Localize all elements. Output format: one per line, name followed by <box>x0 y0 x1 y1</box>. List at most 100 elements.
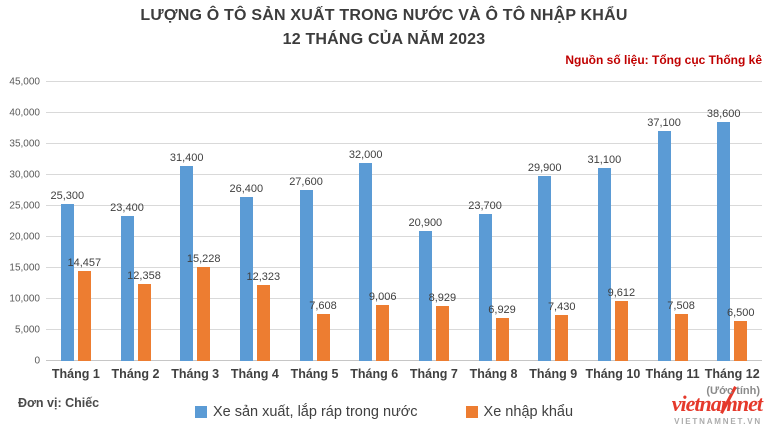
bar-value-label: 23,400 <box>110 201 144 214</box>
y-tick-label: 0 <box>34 355 40 367</box>
bar-domestic: 20,900 <box>409 217 442 361</box>
bar-value-label: 23,700 <box>468 200 502 213</box>
data-source-note: Nguồn số liệu: Tổng cục Thống kê <box>565 53 762 67</box>
month-group: 26,400 12,323 <box>225 82 285 361</box>
bar-domestic: 27,600 <box>289 176 323 361</box>
y-tick-label: 5,000 <box>14 324 40 336</box>
bar-imported: 6,500 <box>727 307 754 361</box>
legend-item-imported: Xe nhập khẩu <box>465 404 574 420</box>
x-tick-label: Tháng 6 <box>350 367 399 381</box>
bar-imported: 12,323 <box>247 271 280 361</box>
x-axis: Tháng 1 Tháng 2 Tháng 3 Tháng 4 Tháng 5 Tháng… <box>46 367 762 381</box>
bar-domestic: 23,700 <box>468 200 502 361</box>
bar-value-label: 14,457 <box>67 257 102 270</box>
x-tick-label: Tháng 12 <box>704 367 760 381</box>
bar-domestic: 23,400 <box>110 202 144 361</box>
gridline <box>46 236 762 237</box>
legend-swatch-icon <box>194 406 207 418</box>
bar-value-label: 32,000 <box>348 148 383 161</box>
x-tick-label: Tháng 7 <box>409 367 458 381</box>
month-group: 32,000 9,006 <box>344 82 404 361</box>
bar-value-label: 7,508 <box>667 300 695 313</box>
gridline <box>46 329 762 330</box>
x-tick-label: Tháng 3 <box>171 367 220 381</box>
legend: Xe sản xuất, lắp ráp trong nước Xe nhập k… <box>0 404 768 420</box>
watermark: (Ước tính) vietnamnet VIETNAMNET.VN <box>624 385 764 426</box>
bar-domestic: 32,000 <box>349 149 383 361</box>
month-group: 20,900 8,929 <box>404 82 464 361</box>
gridline <box>46 112 762 113</box>
gridline <box>46 174 762 175</box>
y-tick-label: 25,000 <box>9 200 40 212</box>
x-tick-label: Tháng 2 <box>111 367 160 381</box>
bar-value-label: 7,430 <box>547 300 576 313</box>
bar-imported: 9,612 <box>608 287 635 361</box>
x-tick-label: Tháng 10 <box>585 367 641 381</box>
bar-value-label: 12,358 <box>127 270 161 283</box>
vietnamnet-logo: vietnamnet VIETNAMNET.VN <box>624 386 764 426</box>
bar-value-label: 9,612 <box>607 287 636 300</box>
bar-imported: 7,508 <box>667 300 695 361</box>
legend-item-domestic: Xe sản xuất, lắp ráp trong nước <box>194 404 418 420</box>
bar-value-label: 7,608 <box>309 299 337 312</box>
bar-value-label: 27,600 <box>289 175 323 188</box>
bar-domestic: 31,400 <box>170 152 204 361</box>
y-tick-label: 45,000 <box>9 76 40 88</box>
y-tick-label: 30,000 <box>9 169 40 181</box>
bar-imported: 8,929 <box>429 292 456 361</box>
vietnamnet-logo-subtext: VIETNAMNET.VN <box>674 417 762 426</box>
bar-imported: 15,228 <box>187 253 221 361</box>
legend-label: Xe nhập khẩu <box>483 404 574 420</box>
bar-domestic: 25,300 <box>51 190 84 361</box>
gridline <box>46 143 762 144</box>
month-group: 23,400 12,358 <box>106 82 166 361</box>
bar-imported: 12,358 <box>127 270 161 361</box>
month-group: 25,300 14,457 <box>46 82 106 361</box>
month-group: 23,700 6,929 <box>464 82 524 361</box>
bar-domestic: 29,900 <box>528 162 562 361</box>
legend-label: Xe sản xuất, lắp ráp trong nước <box>212 404 418 420</box>
bar-value-label: 38,600 <box>706 107 741 120</box>
bar-imported: 6,929 <box>488 304 516 361</box>
gridline <box>46 267 762 268</box>
bar-imported: 9,006 <box>369 291 396 361</box>
legend-swatch-icon <box>465 406 478 418</box>
bar-domestic: 31,100 <box>588 154 621 361</box>
gridline <box>46 205 762 206</box>
x-tick-label: Tháng 5 <box>290 367 339 381</box>
bar-imported: 14,457 <box>68 257 101 361</box>
chart-title-line1: LƯỢNG Ô TÔ SẢN XUẤT TRONG NƯỚC VÀ Ô TÔ N… <box>140 7 628 24</box>
gridline <box>46 81 762 82</box>
month-group: 27,600 7,608 <box>285 82 345 361</box>
bar-imported: 7,608 <box>309 300 337 361</box>
estimate-note: (Ước tính) <box>706 385 760 397</box>
bar-value-label: 6,500 <box>726 306 755 319</box>
x-tick-label: Tháng 4 <box>230 367 279 381</box>
month-group: 38,600 6,500 <box>702 82 762 361</box>
bar-domestic: 26,400 <box>230 183 263 361</box>
bar-value-label: 37,100 <box>647 116 681 129</box>
bar-value-label: 8,929 <box>428 291 457 304</box>
y-tick-label: 40,000 <box>9 107 40 119</box>
y-axis: 0 5,000 10,000 15,000 20,000 25,000 30,000 35,0… <box>0 77 40 367</box>
x-tick-label: Tháng 9 <box>529 367 578 381</box>
bar-domestic: 37,100 <box>647 117 681 361</box>
y-tick-label: 20,000 <box>9 231 40 243</box>
vietnamnet-logo-text: vietnamnet <box>671 391 763 416</box>
month-group: 31,400 15,228 <box>165 82 225 361</box>
bar-value-label: 29,900 <box>527 161 562 174</box>
chart-title-line2: 12 THÁNG CỦA NĂM 2023 <box>282 31 486 48</box>
bar-value-label: 9,006 <box>368 291 397 304</box>
bar-value-label: 15,228 <box>186 252 221 265</box>
unit-label: Đơn vị: Chiếc <box>18 396 100 410</box>
bar-value-label: 20,900 <box>408 217 443 230</box>
bar-imported: 7,430 <box>548 301 575 361</box>
bar-groups: 25,300 14,457 23,400 12,358 31,400 15,228 26,4… <box>46 82 762 361</box>
month-group: 31,100 9,612 <box>583 82 643 361</box>
y-tick-label: 15,000 <box>9 262 40 274</box>
y-tick-label: 10,000 <box>9 293 40 305</box>
plot-area: 25,300 14,457 23,400 12,358 31,400 15,228 26,4… <box>46 81 762 361</box>
x-tick-label: Tháng 1 <box>51 367 100 381</box>
bar-domestic: 38,600 <box>707 108 741 361</box>
